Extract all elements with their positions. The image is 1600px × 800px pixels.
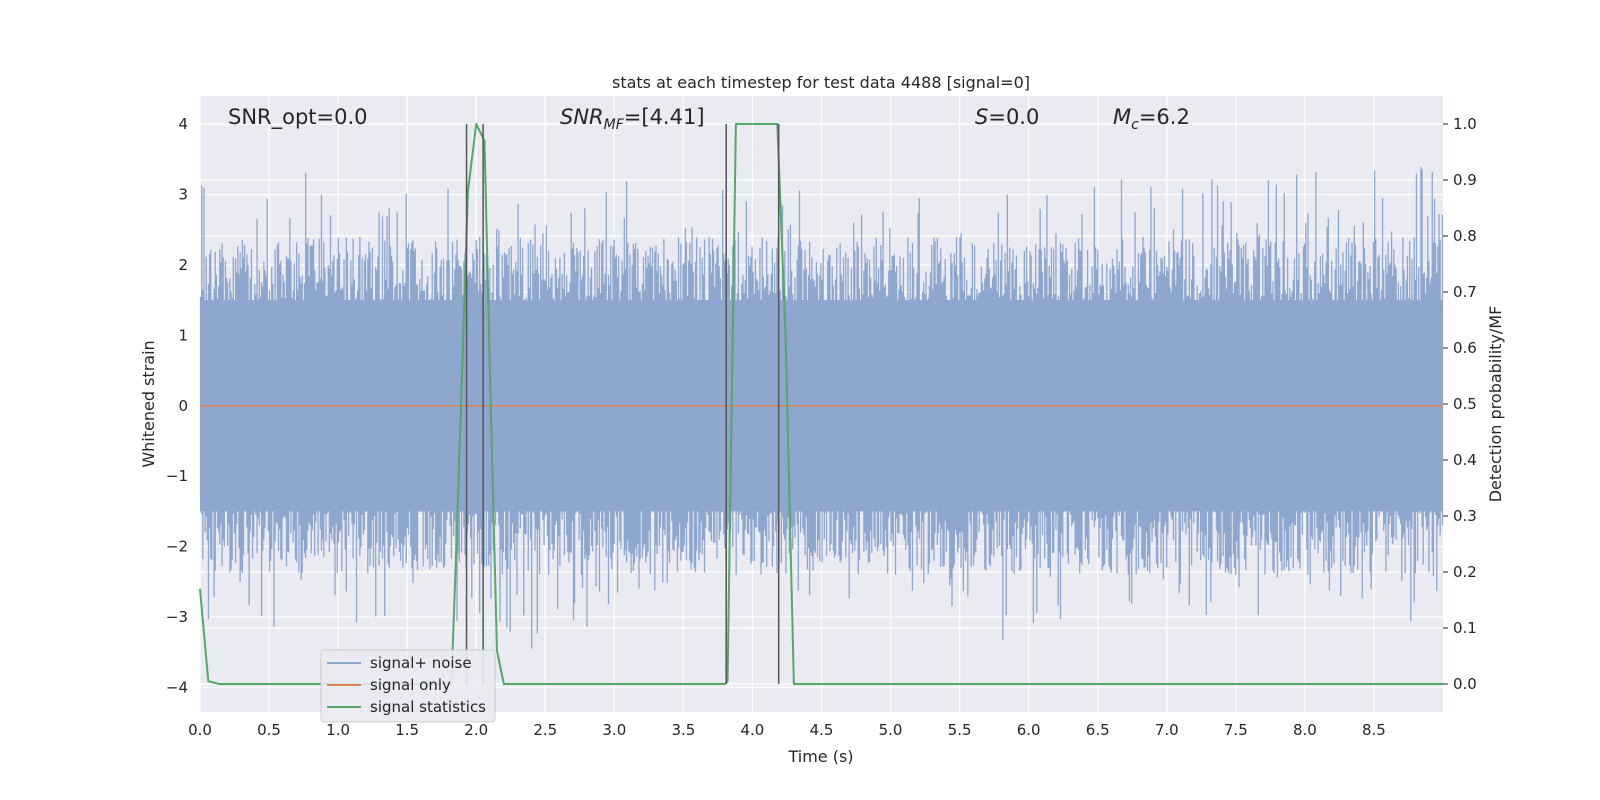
x-tick-label: 3.5 (671, 721, 695, 739)
x-tick-label: 0.0 (188, 721, 212, 739)
y-tick-label: −2 (166, 538, 188, 556)
y-right-tick-label: 0.9 (1453, 171, 1477, 189)
legend: signal+ noise signal only signal statist… (320, 649, 496, 723)
y-tick-label: 2 (178, 256, 188, 274)
annotation-mc: Mc=6.2 (1113, 105, 1190, 133)
x-tick-label: 3.0 (602, 721, 626, 739)
x-tick-label: 5.5 (948, 721, 972, 739)
annotation-snr-opt: SNR_opt=0.0 (228, 105, 368, 130)
y-right-tick-label: 0.3 (1453, 507, 1477, 525)
x-tick-label: 0.5 (257, 721, 281, 739)
axes-text: 0.0 0.5 1.0 1.5 2.0 2.5 3.0 3.5 4.0 4.5 5.0 5.5 6.0 6… (166, 115, 1477, 739)
y-right-tick-label: 0.2 (1453, 563, 1477, 581)
x-tick-label: 5.0 (879, 721, 903, 739)
y-axis-label: Whitened strain (139, 340, 158, 467)
legend-label-signal-statistics: signal statistics (370, 698, 486, 716)
y-right-axis-label: Detection probability/MF (1486, 306, 1505, 503)
y-right-tick-label: 1.0 (1453, 115, 1477, 133)
y-tick-label: 4 (178, 115, 188, 133)
legend-box (320, 649, 496, 723)
y-right-tick-label: 0.0 (1453, 675, 1477, 693)
vertical-markers (465, 124, 780, 684)
x-tick-label: 4.5 (810, 721, 834, 739)
x-tick-label: 6.5 (1086, 721, 1110, 739)
legend-label-signal-only: signal only (370, 676, 451, 694)
annotation-s: S=0.0 (975, 105, 1039, 129)
y-tick-label: −3 (166, 608, 188, 626)
y-tick-label: 3 (178, 186, 188, 204)
x-axis-label: Time (s) (787, 747, 853, 766)
y-right-tick-label: 0.1 (1453, 619, 1477, 637)
x-tick-label: 1.5 (395, 721, 419, 739)
y-right-tick-label: 0.4 (1453, 451, 1477, 469)
x-tick-label: 1.0 (326, 721, 350, 739)
chart-title: stats at each timestep for test data 448… (612, 73, 1030, 92)
x-tick-label: 7.5 (1224, 721, 1248, 739)
legend-label-signal-noise: signal+ noise (370, 654, 472, 672)
x-tick-label: 2.0 (464, 721, 488, 739)
x-tick-label: 4.0 (741, 721, 765, 739)
y-right-tick-label: 0.6 (1453, 339, 1477, 357)
x-tick-label: 8.0 (1293, 721, 1317, 739)
y-tick-label: 1 (178, 326, 188, 344)
y-tick-label: −1 (166, 467, 188, 485)
x-tick-label: 2.5 (533, 721, 557, 739)
annotation-snr-mf: SNRMF=[4.41] (560, 105, 705, 133)
y-tick-label: −4 (166, 678, 188, 696)
y-right-tick-label: 0.8 (1453, 227, 1477, 245)
x-tick-label: 8.5 (1362, 721, 1386, 739)
x-tick-label: 7.0 (1155, 721, 1179, 739)
x-tick-label: 6.0 (1017, 721, 1041, 739)
y-right-tick-label: 0.5 (1453, 395, 1477, 413)
y-right-tick-label: 0.7 (1453, 283, 1477, 301)
y-tick-label: 0 (178, 397, 188, 415)
annotations: SNR_opt=0.0 SNRMF=[4.41] S=0.0 Mc=6.2 (228, 105, 1190, 133)
